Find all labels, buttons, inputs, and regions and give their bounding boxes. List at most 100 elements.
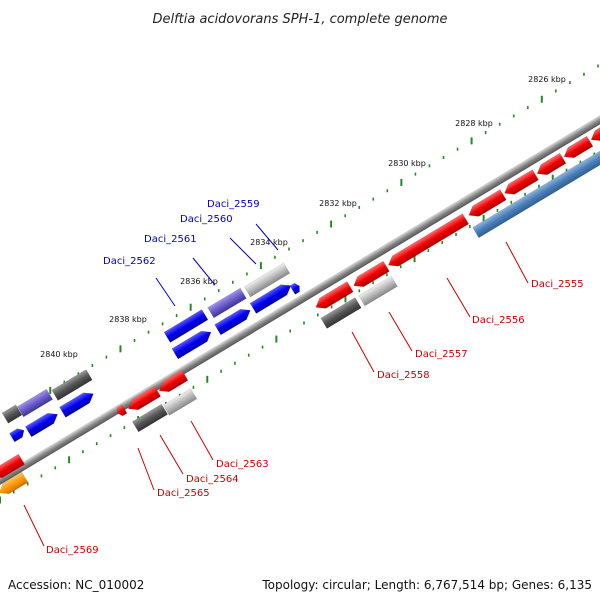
gene-shape: [207, 287, 247, 319]
gene-reverse: [117, 404, 128, 417]
callout-line: [505, 241, 529, 284]
gene-reverse: [388, 213, 470, 267]
gene-reverse: [468, 189, 507, 217]
gene-label-reverse[interactable]: Daci_2569: [46, 545, 99, 556]
gene-shape: [536, 152, 567, 176]
gene-reverse: [0, 471, 29, 495]
gene-block: [131, 403, 169, 433]
gene-forward: [59, 392, 94, 418]
gene-reverse: [315, 281, 354, 309]
gene-block: [472, 149, 600, 239]
gene-block: [320, 297, 362, 329]
gene-block: [51, 369, 93, 401]
gene-label-reverse[interactable]: Daci_2564: [186, 474, 239, 485]
callout-line: [190, 420, 214, 461]
scale-labels: 2826 kbp 2828 kbp 2830 kbp 2832 kbp 2834 kbp…: [40, 75, 566, 359]
scale-tick-label: 2838 kbp: [109, 315, 147, 324]
genome-summary-text: Topology: circular; Length: 6,767,514 bp…: [262, 578, 592, 592]
gene-label-forward[interactable]: Daci_2561: [144, 234, 197, 245]
gene-block: [162, 388, 198, 416]
gene-shape: [353, 260, 390, 288]
gene-reverse: [536, 152, 567, 176]
gene-forward: [9, 428, 25, 443]
gene-label-reverse[interactable]: Daci_2558: [377, 370, 430, 381]
gene-block: [16, 388, 54, 418]
callout-line: [155, 277, 176, 307]
gene-shape: [0, 471, 29, 495]
gene-shape: [388, 213, 470, 267]
callout-line: [351, 331, 375, 373]
gene-label-reverse[interactable]: Daci_2557: [415, 349, 468, 360]
gene-shape: [0, 453, 26, 479]
gene-shape: [289, 282, 300, 295]
gene-label-reverse[interactable]: Daci_2556: [472, 315, 525, 326]
gene-shape: [171, 330, 212, 360]
callout-line: [446, 277, 471, 318]
gene-label-reverse[interactable]: Daci_2563: [216, 459, 269, 470]
callout-line: [388, 311, 413, 352]
scale-tick-label: 2836 kbp: [180, 277, 218, 286]
scale-tick-label: 2834 kbp: [250, 238, 288, 247]
gene-reverse: [563, 135, 594, 159]
gene-forward: [171, 330, 212, 360]
gene-label-forward[interactable]: Daci_2562: [103, 256, 156, 267]
gene-shape: [9, 428, 25, 443]
gene-shape: [504, 169, 539, 195]
gene-forward: [214, 308, 251, 336]
gene-shape: [214, 308, 251, 336]
callout-line: [159, 434, 184, 475]
gene-shape: [468, 189, 507, 217]
gene-label-forward[interactable]: Daci_2560: [180, 214, 233, 225]
gene-label-reverse[interactable]: Daci_2565: [157, 488, 210, 499]
gene-shape: [358, 275, 398, 307]
gene-shape: [162, 388, 198, 416]
genome-backbone: [0, 80, 600, 520]
gene-shape: [16, 388, 54, 418]
accession-text: Accession: NC_010002: [8, 578, 145, 592]
gene-shape: [51, 369, 93, 401]
gene-block: [1, 404, 23, 424]
gene-shape: [315, 281, 354, 309]
gene-shape: [158, 369, 189, 393]
gene-shape: [128, 385, 162, 411]
gene-shape: [243, 262, 291, 298]
gene-forward: [24, 412, 58, 438]
gene-reverse: [0, 453, 26, 479]
scale-track-outer: [7, 64, 599, 417]
gene-shape: [249, 284, 292, 314]
gene-shape: [563, 135, 594, 159]
gene-shape: [1, 404, 23, 424]
gene-shape: [472, 149, 600, 239]
gene-label-forward[interactable]: Daci_2559: [207, 199, 260, 210]
gene-reverse: [504, 169, 539, 195]
callout-line: [255, 223, 279, 251]
scale-tick-label: 2828 kbp: [455, 119, 493, 128]
gene-shape: [24, 412, 58, 438]
callout-line: [192, 257, 216, 286]
callout-line: [23, 504, 45, 547]
scale-track-inner: [0, 152, 595, 504]
gene-forward: [249, 284, 292, 314]
scale-tick-label: 2826 kbp: [528, 75, 566, 84]
gene-reverse: [353, 260, 390, 288]
gene-shape: [131, 403, 169, 433]
scale-tick-label: 2840 kbp: [40, 350, 78, 359]
gene-shape: [320, 297, 362, 329]
gene-block: [163, 309, 209, 343]
gene-block: [358, 275, 398, 307]
gene-shape: [163, 309, 209, 343]
scale-tick-label: 2832 kbp: [319, 199, 357, 208]
gene-shape: [117, 404, 128, 417]
gene-label-reverse[interactable]: Daci_2555: [531, 279, 584, 290]
gene-reverse: [128, 385, 162, 411]
scale-tick-label: 2830 kbp: [388, 159, 426, 168]
map-title: Delftia acidovorans SPH-1, complete geno…: [152, 12, 447, 27]
callout-line: [137, 447, 155, 491]
gene-shape: [59, 392, 94, 418]
gene-track: [0, 118, 600, 495]
gene-reverse: [158, 369, 189, 393]
gene-block: [207, 287, 247, 319]
gene-forward: [289, 282, 300, 295]
gene-shape: [590, 118, 600, 142]
